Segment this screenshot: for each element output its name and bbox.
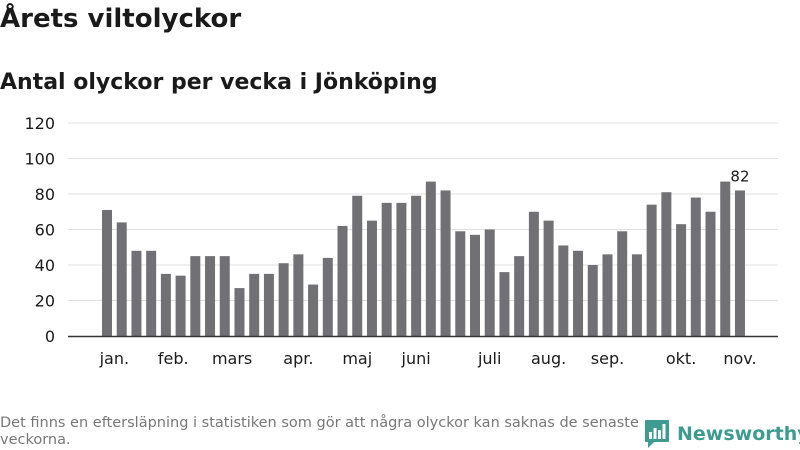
brand-logo: Newsworthy [644,419,800,449]
bar [676,224,687,336]
bar [219,256,230,336]
x-axis: jan. feb. mars apr. maj juni juli aug. sep. okt. n… [68,335,778,368]
bar [440,190,451,336]
bar [293,254,304,336]
data-label: 82 [730,167,749,185]
footnote: Det finns en eftersläpning i statistiken… [0,415,639,448]
bar [587,265,598,336]
bar [661,192,672,336]
bar [499,272,510,336]
bar-chart-speech-bubble-icon [645,420,669,448]
bar [528,211,539,336]
bar [705,211,716,336]
bar [131,250,142,336]
y-tick-label: 0 [45,327,55,346]
x-tick-label: jan. [99,349,129,368]
y-tick-label: 80 [35,185,55,204]
x-tick-label: feb. [158,349,189,368]
bar [160,273,171,336]
bar [146,250,157,336]
bar [411,195,422,336]
bar [263,273,274,336]
bar [690,197,701,336]
bar [470,234,480,336]
bar [278,263,289,336]
y-tick-label: 100 [24,150,55,169]
bar [617,231,628,336]
bar [308,284,319,336]
bar [116,222,127,336]
bar [720,181,731,336]
bar [396,202,407,336]
x-tick-label: apr. [283,349,313,368]
bar [102,209,112,336]
bar [484,229,495,336]
chart-title: Årets viltolyckor [0,4,242,34]
bar [425,181,436,336]
bar [514,256,525,336]
x-tick-label: okt. [666,349,696,368]
y-tick-label: 120 [24,114,55,133]
bars [102,181,745,336]
bar [234,288,245,336]
x-tick-label: juli [477,349,501,368]
y-tick-label: 60 [35,221,55,240]
bar [543,220,554,336]
data-labels: 82 [730,167,749,185]
bar [190,256,201,336]
bar [558,245,569,336]
x-tick-label: mars [212,349,252,368]
brand-name: Newsworthy [677,423,800,445]
bar [249,273,260,336]
x-tick-label: maj [342,349,372,368]
bar [455,231,466,336]
bar [631,254,642,336]
y-axis: 0 20 40 60 80 100 120 [24,114,55,346]
bar [337,225,348,336]
bar [381,202,392,336]
x-tick-label: sep. [591,349,624,368]
x-tick-label: nov. [723,349,756,368]
bar [573,250,584,336]
y-tick-label: 20 [35,292,55,311]
bar [322,257,333,336]
gridlines [68,122,778,301]
x-tick-label: aug. [531,349,566,368]
bar [734,190,745,336]
bar [175,275,186,336]
bar [352,195,363,336]
x-tick-label: juni [401,349,431,368]
bar [205,256,216,336]
chart-subtitle: Antal olyckor per vecka i Jönköping [0,70,438,95]
bar [646,204,657,336]
bar [366,220,377,336]
bar [602,254,613,336]
y-tick-label: 40 [35,256,55,275]
